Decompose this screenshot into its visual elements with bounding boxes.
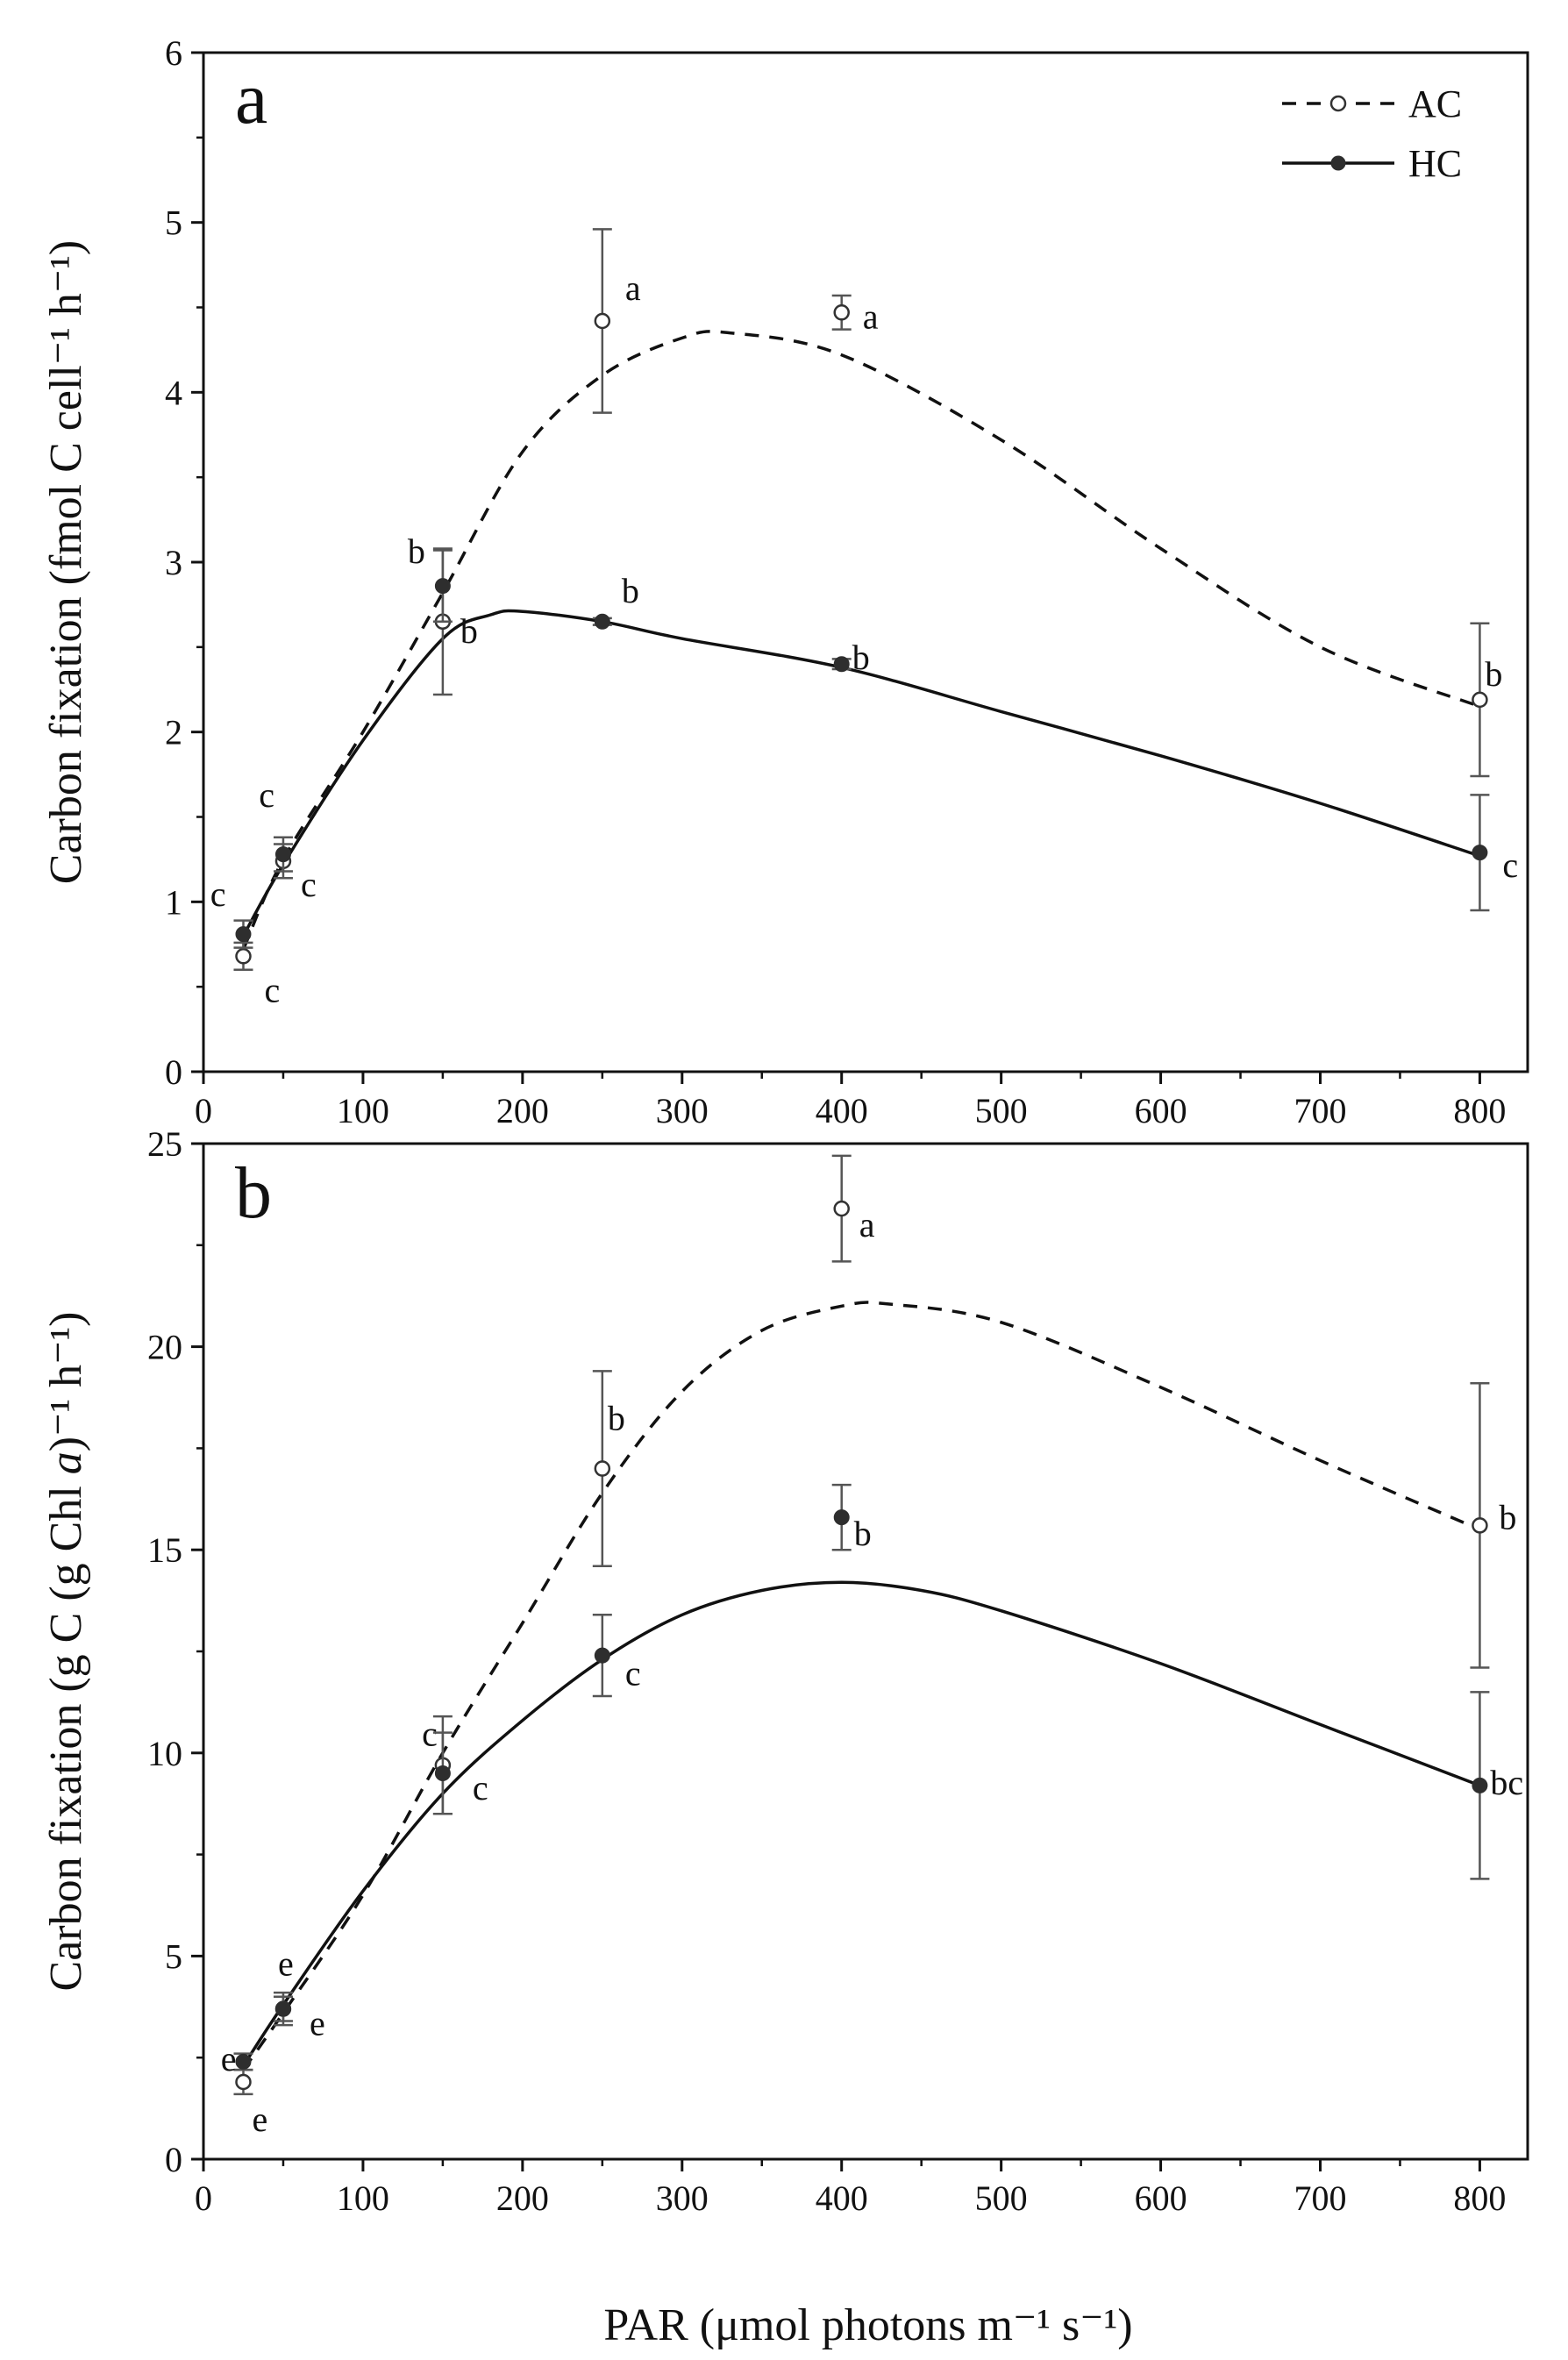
- x-tick-label: 300: [656, 2178, 709, 2218]
- significance-letter: e: [221, 2039, 237, 2078]
- legend-label-hc: HC: [1408, 142, 1462, 185]
- x-tick-label: 600: [1135, 2178, 1187, 2218]
- y-tick-label: 1: [165, 882, 182, 922]
- significance-letter: c: [210, 874, 226, 914]
- y-tick-label: 25: [147, 1124, 182, 1164]
- significance-letter: b: [1485, 654, 1502, 694]
- x-tick-label: 700: [1294, 1091, 1346, 1130]
- x-tick-label: 0: [195, 1091, 212, 1130]
- significance-letter: b: [608, 1399, 625, 1438]
- significance-letter: c: [264, 970, 280, 1009]
- hc-data-point: [434, 578, 451, 595]
- significance-letter: a: [863, 296, 879, 336]
- hc-data-point: [235, 2053, 252, 2070]
- y-axis-title-part: )⁻¹ h⁻¹): [41, 1312, 91, 1452]
- legend-label-ac: AC: [1408, 82, 1462, 125]
- y-tick-label: 5: [165, 1936, 182, 1976]
- ac-data-point: [1472, 691, 1488, 709]
- x-tick-label: 800: [1453, 2178, 1506, 2218]
- significance-letter: b: [622, 571, 639, 610]
- significance-letter: e: [278, 1944, 294, 1984]
- hc-fit-curve: [241, 609, 1480, 937]
- y-axis-title-italic: a: [41, 1451, 91, 1474]
- x-tick-label: 500: [975, 2178, 1028, 2218]
- hc-data-point: [833, 656, 850, 673]
- x-tick-label: 0: [195, 2178, 212, 2218]
- y-axis-title-part: Carbon fixation (g C (g Chl: [41, 1474, 91, 1991]
- panel-label: b: [235, 1152, 272, 1234]
- panel-a-chart: 0 1 2 3 4 5 6 0 100 200 300 400 500 600 700 800 Carbon f…: [41, 33, 1529, 1130]
- significance-letter: a: [625, 268, 641, 308]
- y-tick-label: 20: [147, 1328, 182, 1367]
- x-tick-label: 400: [816, 1091, 868, 1130]
- significance-letter: b: [852, 638, 870, 677]
- x-tick-label: 200: [496, 2178, 549, 2218]
- x-tick-label: 100: [337, 1091, 389, 1130]
- hc-data-point: [235, 926, 252, 943]
- hc-data-point: [1472, 1777, 1488, 1793]
- significance-letter: b: [854, 1514, 872, 1553]
- ac-fit-curve: [241, 330, 1481, 951]
- y-tick-label: 15: [147, 1530, 182, 1570]
- ac-data-point: [1472, 1517, 1488, 1534]
- ac-data-point: [235, 2073, 252, 2091]
- hc-data-point: [1472, 845, 1488, 861]
- hc-data-point: [274, 846, 291, 863]
- hc-data-point: [274, 2000, 291, 2017]
- x-tick-label: 200: [496, 1091, 549, 1130]
- ac-data-point: [235, 948, 252, 965]
- hc-data-point: [594, 1647, 610, 1664]
- x-tick-label: 500: [975, 1091, 1028, 1130]
- significance-letter: c: [1502, 845, 1518, 885]
- significance-letter: c: [625, 1654, 641, 1693]
- legend-marker-hc: [1330, 155, 1346, 171]
- significance-letter: e: [252, 2100, 267, 2139]
- y-tick-label: 4: [165, 373, 182, 412]
- y-tick-label: 3: [165, 543, 182, 582]
- x-tick-label: 100: [337, 2178, 389, 2218]
- y-tick-label: 0: [165, 1052, 182, 1092]
- ac-data-point: [833, 304, 850, 321]
- significance-letter: c: [259, 775, 274, 815]
- y-tick-label: 6: [165, 33, 182, 73]
- ac-data-point: [594, 312, 611, 330]
- significance-letter: b: [460, 611, 478, 651]
- y-tick-label: 2: [165, 713, 182, 752]
- significance-letter: e: [310, 2004, 325, 2043]
- x-tick-label: 600: [1135, 1091, 1187, 1130]
- y-tick-label: 5: [165, 203, 182, 243]
- significance-letter: c: [301, 865, 317, 904]
- significance-letter: a: [859, 1205, 875, 1244]
- legend-marker-ac: [1329, 95, 1347, 112]
- y-tick-label: 10: [147, 1734, 182, 1773]
- hc-data-point: [833, 1509, 850, 1526]
- ac-data-point: [833, 1200, 850, 1217]
- x-axis-title: PAR (μmol photons m⁻¹ s⁻¹): [603, 2300, 1132, 2350]
- ac-data-point: [594, 1460, 611, 1477]
- significance-letter: c: [473, 1768, 488, 1807]
- plot-frame: [202, 51, 1529, 1073]
- x-tick-label: 300: [656, 1091, 709, 1130]
- x-tick-label: 800: [1453, 1091, 1506, 1130]
- panel-label: a: [235, 58, 267, 139]
- significance-letter: b: [1499, 1497, 1516, 1536]
- hc-fit-curve: [242, 1580, 1481, 2067]
- x-tick-label: 400: [816, 2178, 868, 2218]
- significance-letter: bc: [1490, 1763, 1523, 1802]
- plot-frame: [202, 1142, 1529, 2161]
- legend: AC HC: [1282, 82, 1462, 185]
- y-axis-title: Carbon fixation (g C (g Chl a)⁻¹ h⁻¹): [41, 1312, 91, 1992]
- ac-fit-curve: [242, 1301, 1481, 2071]
- significance-letter: c: [422, 1715, 438, 1754]
- y-tick-label: 0: [165, 2140, 182, 2179]
- x-tick-label: 700: [1294, 2178, 1346, 2218]
- hc-data-point: [434, 1765, 451, 1781]
- significance-letter: b: [408, 531, 425, 571]
- y-axis-title: Carbon fixation (fmol C cell⁻¹ h⁻¹): [41, 240, 91, 884]
- panel-b-chart: 0 5 10 15 20 25 0 100 200 300 400 500 600 700 800 Carbo…: [41, 1124, 1529, 2218]
- hc-data-point: [594, 613, 610, 630]
